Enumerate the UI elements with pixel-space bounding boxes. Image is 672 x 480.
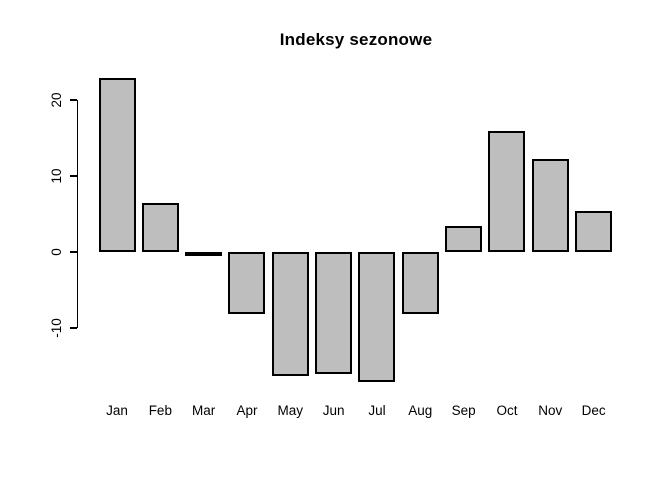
y-tick-mark — [69, 99, 77, 101]
y-tick-label-20: 20 — [49, 92, 64, 108]
bar-oct — [488, 131, 526, 252]
y-tick-mark — [69, 175, 77, 177]
x-tick-label-jun: Jun — [322, 403, 345, 418]
y-tick-mark — [69, 327, 77, 329]
x-tick-label-jan: Jan — [106, 403, 128, 418]
x-tick-label-mar: Mar — [192, 403, 216, 418]
y-tick-label-10: 10 — [49, 168, 64, 184]
x-tick-label-oct: Oct — [496, 403, 518, 418]
bar-aug — [401, 252, 439, 314]
chart-title: Indeksy sezonowe — [279, 30, 433, 49]
bar-feb — [141, 203, 179, 252]
x-tick-label-feb: Feb — [148, 403, 172, 418]
bar-sep — [445, 226, 483, 252]
bar-jun — [315, 252, 353, 375]
bar-jan — [98, 77, 136, 252]
x-tick-label-nov: Nov — [538, 403, 563, 418]
bar-nov — [531, 159, 569, 252]
y-axis-line — [76, 100, 78, 328]
y-tick-label--10: -10 — [49, 318, 64, 338]
bar-jul — [358, 252, 396, 382]
x-tick-label-dec: Dec — [581, 403, 606, 418]
x-tick-label-may: May — [277, 403, 304, 418]
bar-apr — [228, 252, 266, 315]
x-tick-label-sep: Sep — [451, 403, 476, 418]
x-tick-label-apr: Apr — [236, 403, 258, 418]
y-tick-mark — [69, 251, 77, 253]
x-tick-label-jul: Jul — [368, 403, 386, 418]
bar-dec — [575, 210, 613, 252]
x-tick-label-aug: Aug — [408, 403, 433, 418]
bar-mar — [185, 252, 223, 256]
y-tick-label-0: 0 — [49, 248, 64, 256]
bar-may — [271, 252, 309, 376]
